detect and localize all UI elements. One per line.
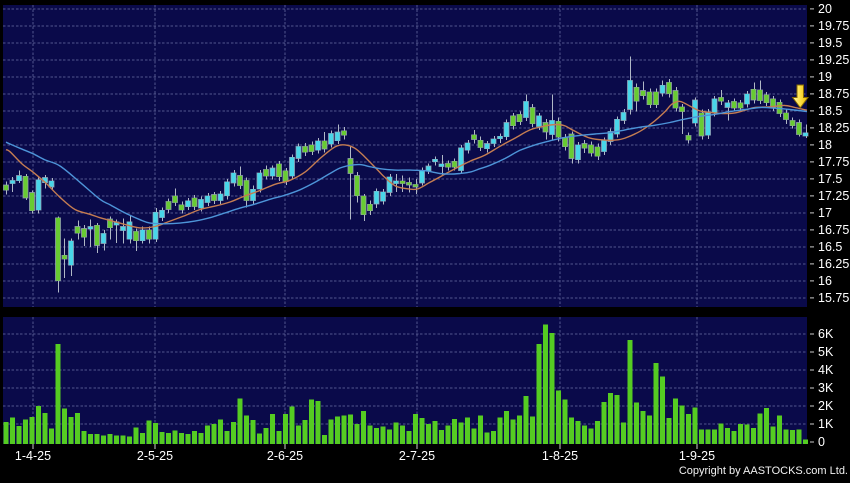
svg-text:2-7-25: 2-7-25 xyxy=(399,449,435,463)
svg-text:4K: 4K xyxy=(818,363,834,377)
svg-text:18: 18 xyxy=(818,138,832,152)
svg-text:17: 17 xyxy=(818,206,832,220)
svg-text:1-8-25: 1-8-25 xyxy=(542,449,578,463)
svg-text:18.25: 18.25 xyxy=(818,121,849,135)
svg-text:19.25: 19.25 xyxy=(818,53,849,67)
svg-text:15.75: 15.75 xyxy=(818,291,849,305)
svg-text:1K: 1K xyxy=(818,417,834,431)
svg-text:0: 0 xyxy=(818,435,825,449)
svg-text:5K: 5K xyxy=(818,345,834,359)
svg-text:20: 20 xyxy=(818,2,832,16)
svg-text:19: 19 xyxy=(818,70,832,84)
svg-text:19.5: 19.5 xyxy=(818,36,842,50)
svg-text:19.75: 19.75 xyxy=(818,19,849,33)
svg-text:1-9-25: 1-9-25 xyxy=(679,449,715,463)
svg-text:16.75: 16.75 xyxy=(818,223,849,237)
svg-text:17.25: 17.25 xyxy=(818,189,849,203)
svg-text:17.5: 17.5 xyxy=(818,172,842,186)
svg-text:2K: 2K xyxy=(818,399,834,413)
svg-text:16.5: 16.5 xyxy=(818,240,842,254)
svg-text:18.75: 18.75 xyxy=(818,87,849,101)
svg-text:3K: 3K xyxy=(818,381,834,395)
svg-text:17.75: 17.75 xyxy=(818,155,849,169)
svg-text:2-5-25: 2-5-25 xyxy=(137,449,173,463)
svg-text:2-6-25: 2-6-25 xyxy=(267,449,303,463)
svg-text:18.5: 18.5 xyxy=(818,104,842,118)
svg-text:Copyright by AASTOCKS.com Ltd.: Copyright by AASTOCKS.com Ltd. xyxy=(679,465,848,477)
svg-text:6K: 6K xyxy=(818,327,834,341)
svg-text:16.25: 16.25 xyxy=(818,257,849,271)
svg-text:1-4-25: 1-4-25 xyxy=(15,449,51,463)
svg-text:16: 16 xyxy=(818,274,832,288)
